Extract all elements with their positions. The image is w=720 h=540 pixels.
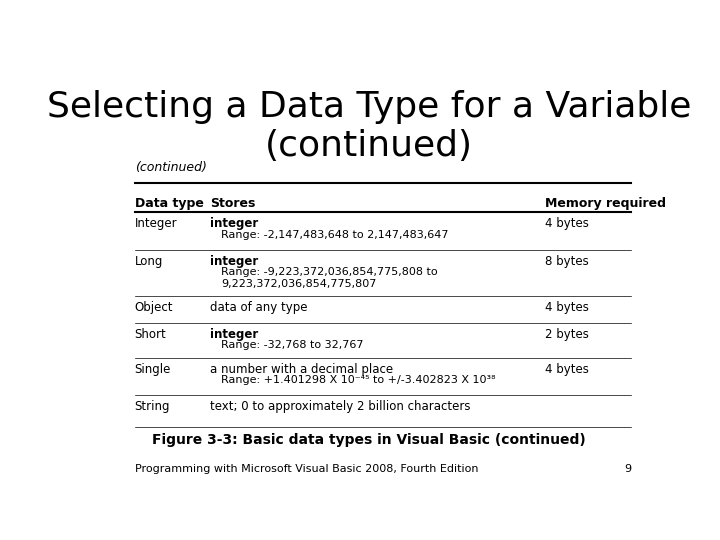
Text: Range: +1.401298 X 10⁻⁴⁵ to +/-3.402823 X 10³⁸: Range: +1.401298 X 10⁻⁴⁵ to +/-3.402823 … — [221, 375, 495, 386]
Text: Object: Object — [135, 301, 173, 314]
Text: data of any type: data of any type — [210, 301, 307, 314]
Text: integer: integer — [210, 218, 258, 231]
Text: integer: integer — [210, 328, 258, 341]
Text: 4 bytes: 4 bytes — [545, 218, 589, 231]
Text: Range: -9,223,372,036,854,775,808 to: Range: -9,223,372,036,854,775,808 to — [221, 267, 438, 278]
Text: 9: 9 — [624, 464, 631, 474]
Text: 4 bytes: 4 bytes — [545, 301, 589, 314]
Text: String: String — [135, 400, 170, 413]
Text: Programming with Microsoft Visual Basic 2008, Fourth Edition: Programming with Microsoft Visual Basic … — [135, 464, 478, 474]
Text: 8 bytes: 8 bytes — [545, 255, 588, 268]
Text: 2 bytes: 2 bytes — [545, 328, 589, 341]
Text: Integer: Integer — [135, 218, 177, 231]
Text: Data type: Data type — [135, 197, 204, 210]
Text: text; 0 to approximately 2 billion characters: text; 0 to approximately 2 billion chara… — [210, 400, 470, 413]
Text: Selecting a Data Type for a Variable
(continued): Selecting a Data Type for a Variable (co… — [47, 90, 691, 163]
Text: Range: -2,147,483,648 to 2,147,483,647: Range: -2,147,483,648 to 2,147,483,647 — [221, 230, 449, 240]
Text: Short: Short — [135, 328, 166, 341]
Text: integer: integer — [210, 255, 258, 268]
Text: Figure 3-3: Basic data types in Visual Basic (continued): Figure 3-3: Basic data types in Visual B… — [152, 433, 586, 447]
Text: a number with a decimal place: a number with a decimal place — [210, 363, 393, 376]
Text: Memory required: Memory required — [545, 197, 666, 210]
Text: Single: Single — [135, 363, 171, 376]
Text: 4 bytes: 4 bytes — [545, 363, 589, 376]
Text: Long: Long — [135, 255, 163, 268]
Text: Stores: Stores — [210, 197, 256, 210]
Text: Range: -32,768 to 32,767: Range: -32,768 to 32,767 — [221, 340, 364, 350]
Text: (continued): (continued) — [135, 161, 207, 174]
Text: 9,223,372,036,854,775,807: 9,223,372,036,854,775,807 — [221, 279, 377, 289]
